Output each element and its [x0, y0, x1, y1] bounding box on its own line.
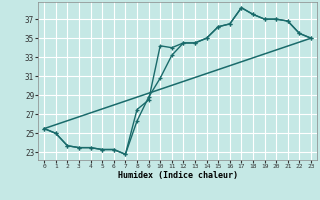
X-axis label: Humidex (Indice chaleur): Humidex (Indice chaleur)	[118, 171, 238, 180]
